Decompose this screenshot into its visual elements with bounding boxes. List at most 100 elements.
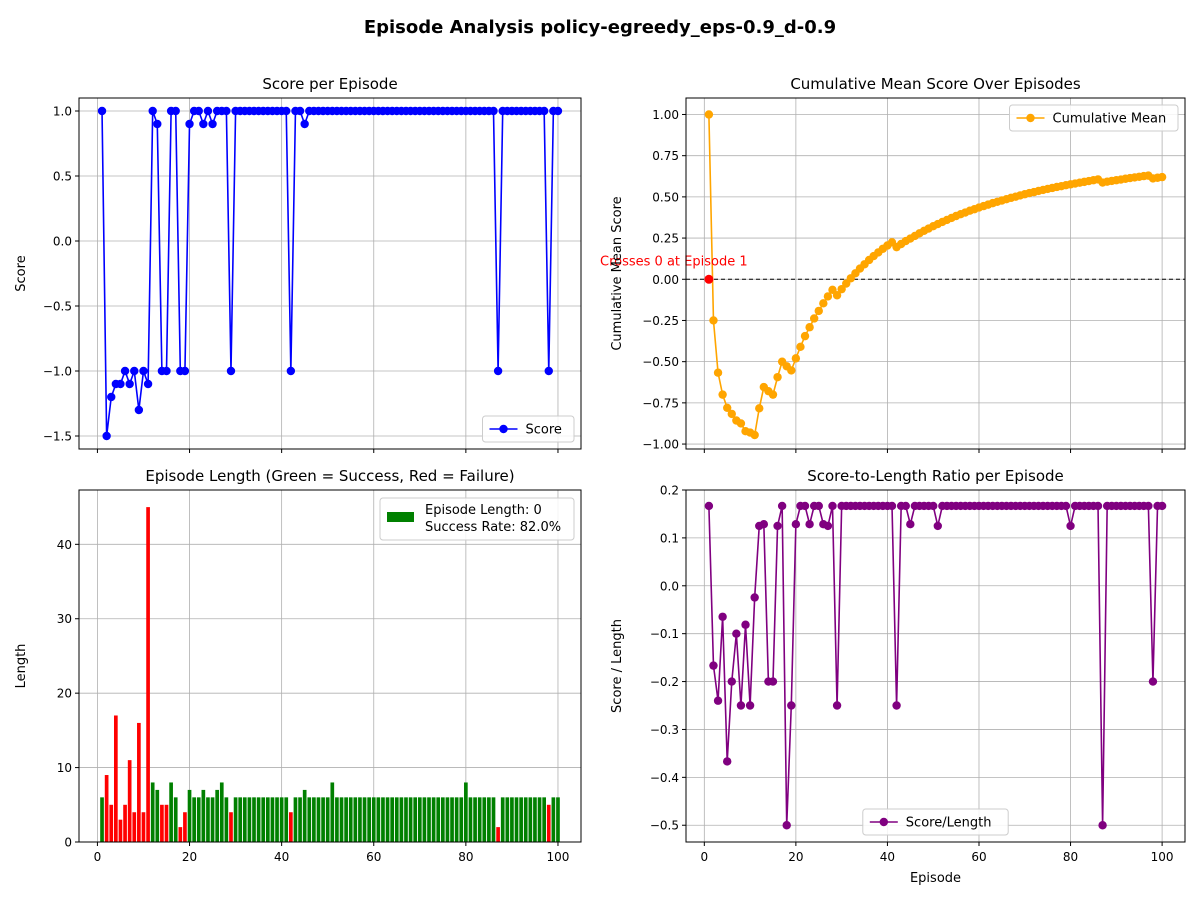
score-data-point — [107, 392, 116, 402]
score-ytick-label: 0.5 — [53, 170, 72, 184]
length-bar — [330, 782, 335, 842]
length-ylabel: Length — [14, 644, 29, 689]
cummean-ytick-label: −0.50 — [642, 355, 679, 369]
ratio-data-point — [1061, 501, 1071, 511]
length-bar — [376, 797, 381, 842]
length-bar — [344, 797, 348, 842]
cummean-data-point — [837, 284, 846, 294]
cummean-data-point — [704, 110, 714, 119]
length-bar — [141, 812, 146, 842]
score-ytick-label: 1.0 — [53, 105, 72, 119]
ratio-data-point — [732, 629, 741, 638]
length-ytick-label: 40 — [57, 538, 72, 552]
length-xtick-label: 0 — [94, 850, 102, 864]
length-bar — [335, 797, 339, 842]
length-bar — [183, 812, 187, 842]
cummean-axes-frame — [685, 97, 1186, 450]
length-bar — [229, 812, 233, 842]
cummean-data-point — [832, 291, 842, 300]
ratio-data-point — [791, 519, 801, 529]
length-ytick-label: 10 — [57, 761, 72, 775]
ratio-legend-text: Score/Length — [906, 816, 992, 831]
cummean-data-point — [709, 316, 718, 325]
length-bar — [528, 797, 533, 842]
length-bar — [215, 789, 220, 842]
length-bar — [408, 797, 413, 842]
length-bar — [367, 797, 371, 842]
ratio-data-point — [1144, 501, 1153, 511]
length-bar — [399, 797, 404, 842]
score-data-point — [102, 431, 111, 441]
ratio-data-point — [823, 521, 833, 531]
length-xtick-label: 20 — [182, 850, 197, 864]
score-data-point — [286, 366, 296, 376]
length-bar — [127, 760, 132, 842]
length-bar — [265, 797, 270, 842]
length-bar — [422, 797, 427, 842]
subplots: −1.5 −1.0 −0.5 0.0 0.5 1.0 Score per Episode Sc… — [14, 75, 1186, 886]
ratio-data-point — [759, 519, 769, 529]
score-data-point — [134, 405, 144, 415]
length-bar — [454, 797, 459, 842]
length-bar — [242, 797, 247, 842]
score-data-point — [544, 366, 553, 376]
cummean-data-point — [809, 314, 819, 323]
cummean-data-point — [750, 430, 759, 440]
length-ytick-label: 0 — [64, 836, 72, 850]
length-bar — [445, 797, 450, 842]
length-bar — [353, 797, 358, 842]
length-bar — [491, 797, 496, 842]
score-ytick-label: −1.0 — [43, 365, 72, 379]
ratio-data-point — [800, 501, 810, 511]
length-bar — [404, 797, 408, 842]
length-xtick-label: 40 — [274, 850, 289, 864]
score-data-point — [203, 106, 213, 116]
length-bar — [482, 797, 487, 842]
cummean-ytick-label: −1.00 — [642, 438, 679, 452]
score-data-point — [194, 106, 203, 116]
length-bar — [321, 797, 325, 842]
ratio-data-point — [828, 501, 837, 511]
length-bar — [436, 797, 441, 842]
length-panel: 0 20 40 60 80 100 0 10 20 30 40 Episode Length (Gre… — [14, 467, 582, 864]
cummean-legend — [1009, 104, 1179, 132]
length-bar — [252, 797, 256, 842]
cummean-ytick-label: 0.25 — [652, 232, 679, 246]
length-bar — [256, 797, 261, 842]
score-data-point — [489, 106, 498, 116]
ratio-legend — [862, 808, 1009, 836]
ratio-data-point — [929, 501, 938, 511]
cummean-data-point — [1157, 172, 1167, 182]
score-legend-marker — [499, 424, 508, 434]
length-bar — [187, 789, 192, 842]
ratio-data-point — [723, 757, 732, 766]
ratio-data-point — [787, 701, 796, 710]
length-bar — [275, 797, 279, 842]
length-bar — [201, 789, 206, 842]
length-bar — [440, 797, 445, 842]
cummean-data-point — [773, 372, 782, 382]
cummean-data-point — [727, 409, 736, 419]
ratio-axes-frame — [685, 489, 1186, 843]
ratio-data-point — [709, 661, 718, 670]
length-bar — [542, 797, 546, 842]
length-bar — [496, 827, 500, 842]
ratio-data-point — [718, 612, 727, 621]
length-bar — [178, 827, 183, 842]
length-bar — [358, 797, 362, 842]
length-legend-text: Success Rate: 82.0% — [425, 520, 561, 535]
score-ytick-label: −1.5 — [43, 430, 72, 444]
score-ytick-label: 0.0 — [53, 235, 72, 249]
ratio-ytick-label: −0.3 — [650, 723, 679, 737]
length-bar — [261, 797, 266, 842]
ratio-data-point — [745, 701, 755, 710]
length-bar — [247, 797, 252, 842]
figure-title: Episode Analysis policy-egreedy_eps-0.9_… — [364, 17, 836, 38]
ratio-data-point — [777, 501, 787, 511]
length-legend-swatch — [387, 512, 414, 522]
ratio-xtick-label: 80 — [1063, 850, 1078, 864]
cummean-ylabel: Cumulative Mean Score — [610, 196, 625, 350]
score-data-point — [125, 379, 134, 389]
length-bar — [533, 797, 537, 842]
cummean-panel: Crosses 0 at Episode 1 −1.00 −0.75 −0.50 −0.… — [600, 75, 1186, 453]
